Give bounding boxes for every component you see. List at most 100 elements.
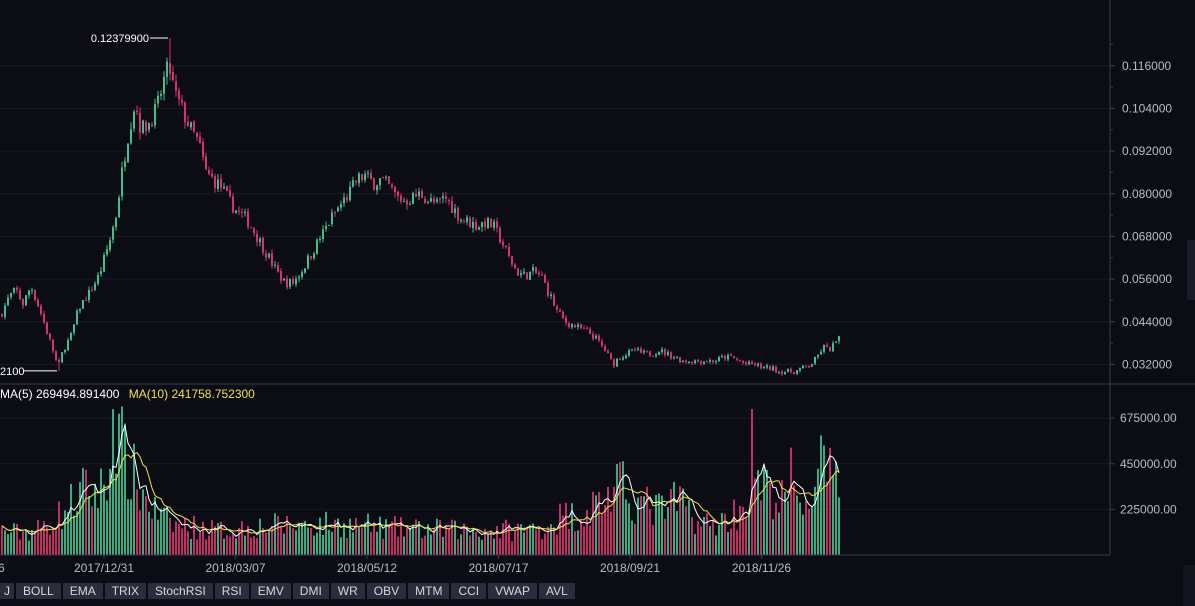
indicator-button-cci[interactable]: CCI [451,583,487,599]
volume-bar [169,517,171,555]
candle-body [748,361,750,365]
candle-body [832,343,834,352]
volume-bar [94,483,96,555]
volume-bar [265,532,267,555]
volume-bar [64,510,66,555]
candle-body [82,299,84,309]
candle-body [415,193,417,197]
candle-body [199,136,201,143]
volume-bar [79,482,81,555]
volume-bar [544,533,546,555]
indicator-button-kdj[interactable]: J [0,583,14,599]
volume-bar [637,497,639,555]
volume-bar [649,508,651,555]
candle-body [385,176,387,178]
indicator-button-ema[interactable]: EMA [62,583,103,599]
candle-body [796,370,798,374]
candle-body [139,112,141,133]
candle-body [661,349,663,353]
candle-body [730,354,732,357]
volume-bar [292,528,294,555]
price-tick-label: 0.104000 [1122,101,1172,115]
price-axis: 0.116000 0.104000 0.092000 0.080000 0.068000… [0,0,1195,556]
volume-bar [337,518,339,555]
candle-body [52,339,54,351]
candle-body [400,195,402,202]
candle-body [463,220,465,222]
indicator-button-trix[interactable]: TRIX [104,583,147,599]
candle-body [175,81,177,91]
volume-bar [142,489,144,555]
volume-bar [130,499,132,555]
candle-body [751,361,753,365]
volume-bar [568,528,570,555]
volume-bar [172,531,174,555]
candle-body [514,264,516,269]
indicator-button-obv[interactable]: OBV [366,583,407,599]
volume-bar [313,535,315,555]
volume-bar [682,488,684,555]
candle-body [94,283,96,290]
candle-body [775,366,777,373]
candle-body [487,217,489,229]
indicator-button-rsi[interactable]: RSI [214,583,249,599]
volume-bar [550,524,552,555]
time-tick-label: 2018/03/07 [205,561,265,575]
candle-body [676,357,678,359]
candle-body [823,345,825,352]
volume-bar [154,497,156,555]
indicator-button-boll[interactable]: BOLL [16,583,61,599]
candle-body [124,161,126,167]
indicator-button-mtm[interactable]: MTM [408,583,450,599]
volume-bar [688,499,690,555]
volume-bar [706,513,708,555]
indicator-button-emv[interactable]: EMV [250,583,291,599]
candle-body [361,174,363,181]
volume-bar [679,486,681,555]
chart-grid [0,65,1110,510]
volume-bar [139,510,141,555]
indicator-button-vwap[interactable]: VWAP [488,583,538,599]
candle-body [67,340,69,351]
candle-body [790,369,792,373]
indicator-button-wr[interactable]: WR [330,583,365,599]
volume-bar [508,523,510,555]
candle-body [85,299,87,301]
indicator-button-avl[interactable]: AVL [539,583,575,599]
indicator-button-stochrsi[interactable]: StochRSI [148,583,213,599]
candle-body [817,354,819,357]
candle-body [397,191,399,197]
volume-bar [376,531,378,555]
candle-body [424,198,426,204]
candle-body [754,363,756,366]
candle-body [595,335,597,339]
volume-bar [496,526,498,555]
volume-bar [118,413,120,555]
candle-body [22,299,24,306]
candle-body [640,348,642,353]
candle-body [637,348,639,350]
candle-body [679,357,681,363]
candle-body [727,354,729,360]
side-scroll-handle[interactable] [1187,240,1195,300]
candle-body [196,132,198,138]
candle-body [379,178,381,185]
volume-bar [385,519,387,555]
volume-bar [481,539,483,555]
volume-bar [781,480,783,555]
volume-bar [208,535,210,555]
volume-bar [106,500,108,555]
candle-body [346,197,348,201]
candle-body [4,305,6,317]
volume-bar [559,503,561,555]
indicator-button-dmi[interactable]: DMI [292,583,329,599]
volume-bar [373,522,375,555]
candle-body [559,310,561,312]
volume-bar [817,468,819,555]
candle-body [55,351,57,361]
volume-bar [520,524,522,555]
volume-bar [745,517,747,555]
candle-body [577,324,579,328]
candle-body [616,358,618,367]
